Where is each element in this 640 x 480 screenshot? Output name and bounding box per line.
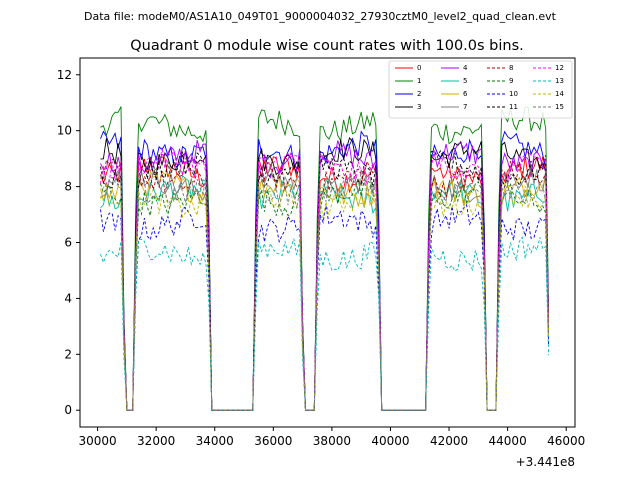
legend-label-4: 4: [463, 64, 468, 72]
y-tick-label: 10: [57, 124, 72, 138]
series-line-12: [100, 147, 550, 411]
x-tick-label: 36000: [254, 434, 292, 448]
series-line-11: [100, 149, 550, 411]
series-layer: [100, 106, 550, 411]
y-tick-label: 2: [64, 347, 72, 361]
x-tick-label: 38000: [313, 434, 351, 448]
y-tick-label: 0: [64, 403, 72, 417]
legend-label-6: 6: [463, 90, 468, 98]
legend-label-13: 13: [555, 77, 564, 85]
series-line-5: [100, 174, 550, 411]
legend-label-11: 11: [509, 103, 518, 111]
x-tick-label: 34000: [196, 434, 234, 448]
legend-label-3: 3: [417, 103, 421, 111]
series-line-14: [100, 182, 550, 411]
x-tick-label: 46000: [547, 434, 585, 448]
series-line-8: [100, 158, 550, 411]
legend-label-12: 12: [555, 64, 564, 72]
legend-label-1: 1: [417, 77, 421, 85]
legend-label-2: 2: [417, 90, 421, 98]
series-line-4: [100, 139, 550, 411]
legend-frame: [388, 60, 573, 119]
series-line-1: [100, 106, 550, 411]
x-axis: 30000 32000 34000 36000 38000 40000 42000 44000…: [78, 427, 585, 448]
legend-label-5: 5: [463, 77, 467, 85]
legend-label-14: 14: [555, 90, 564, 98]
y-tick-label: 8: [64, 180, 72, 194]
legend-label-9: 9: [509, 77, 513, 85]
series-line-13: [100, 236, 550, 411]
series-line-10: [100, 203, 550, 411]
y-tick-label: 12: [57, 68, 72, 82]
y-tick-label: 4: [64, 291, 72, 305]
y-axis: 0 2 4 6 8 10 12: [57, 68, 80, 417]
figure-suptitle: Data file: modeM0/AS1A10_049T01_90000040…: [84, 10, 557, 23]
x-tick-label: 30000: [78, 434, 116, 448]
x-offset-label: +3.441e8: [516, 455, 575, 469]
legend-label-10: 10: [509, 90, 518, 98]
x-tick-label: 32000: [137, 434, 175, 448]
legend-label-0: 0: [417, 64, 421, 72]
series-line-15: [100, 168, 550, 411]
series-line-3: [100, 136, 550, 411]
x-tick-label: 42000: [430, 434, 468, 448]
y-tick-label: 6: [64, 236, 72, 250]
legend-label-8: 8: [509, 64, 513, 72]
legend-label-15: 15: [555, 103, 564, 111]
x-tick-label: 44000: [489, 434, 527, 448]
x-tick-label: 40000: [371, 434, 409, 448]
legend-label-7: 7: [463, 103, 467, 111]
chart-title: Quadrant 0 module wise count rates with …: [130, 38, 524, 54]
